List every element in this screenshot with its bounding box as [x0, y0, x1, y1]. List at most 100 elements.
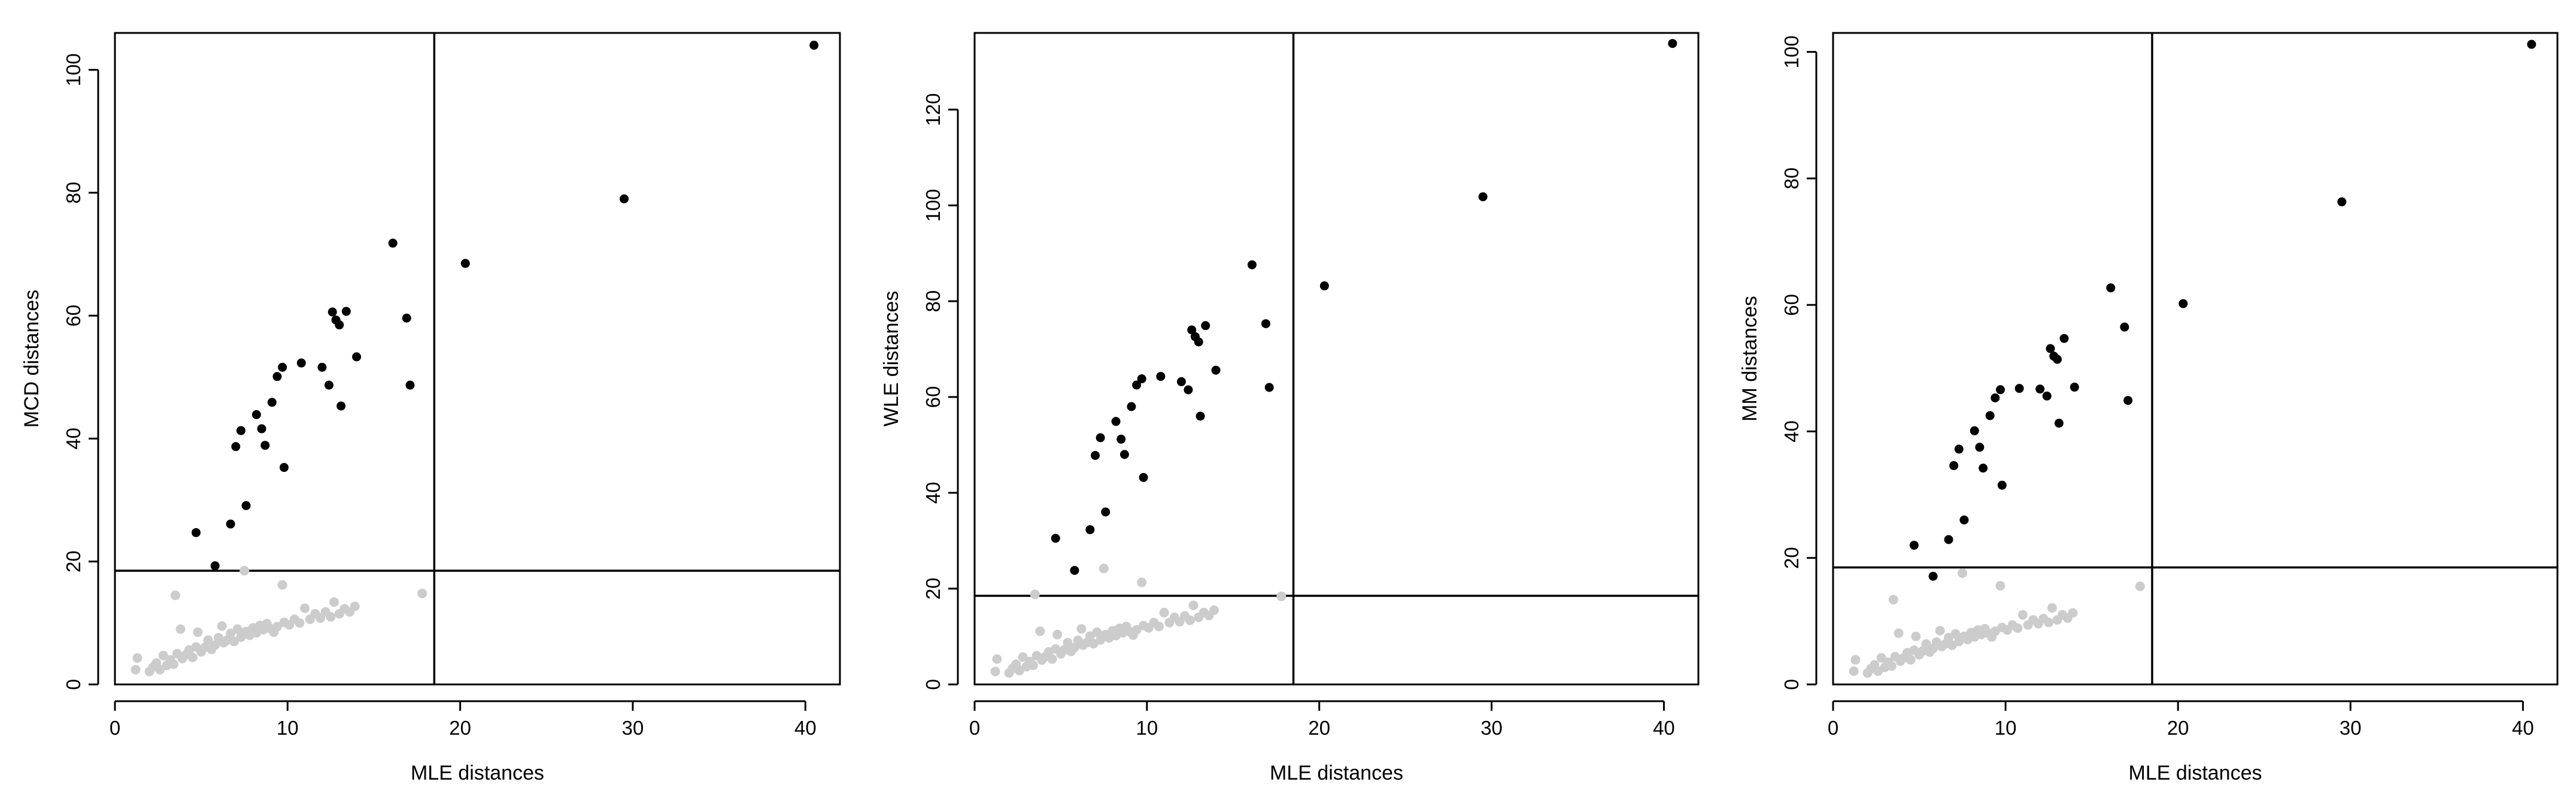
panel-mm-outliers-point — [2054, 419, 2064, 428]
panel-wle-regular-point — [1047, 654, 1057, 664]
panel-mcd-regular-point — [193, 627, 203, 637]
panel-mcd-outliers-point — [231, 442, 241, 451]
panel-mcd-regular-point — [158, 650, 168, 660]
panel-wle-x-axis-title: MLE distances — [1270, 762, 1403, 784]
panel-mm-y-tick-label: 20 — [1780, 547, 1803, 569]
panel-wle-outliers-point — [1139, 472, 1148, 482]
panel-mcd-y-tick-label: 100 — [62, 53, 84, 86]
panel-mm-y-tick-label: 80 — [1780, 168, 1803, 190]
panel-mcd-outliers-point — [620, 194, 629, 204]
panel-wle-y-tick-label: 0 — [922, 679, 944, 690]
panel-mcd-regular-point — [217, 621, 227, 631]
panel-mm-outliers-point — [1975, 443, 1985, 452]
panel-mm-outliers-point — [2035, 384, 2045, 394]
panel-mcd-regular-point — [232, 624, 242, 634]
panel-mcd-outliers-point — [388, 238, 398, 248]
panel-mcd-outliers-point — [236, 426, 245, 435]
panel-mcd-outliers-point — [267, 398, 277, 407]
panel-mm-outliers-point — [2059, 334, 2069, 343]
panel-mcd-y-tick-label: 80 — [62, 182, 84, 204]
panel-wle-outliers-point — [1156, 372, 1166, 381]
panel-mm-regular-points — [1849, 568, 2145, 678]
panel-wle-outliers-point — [1194, 337, 1203, 347]
panel-mm-outliers-point — [1995, 385, 2005, 395]
panel-mm-y-axis-title: MM distances — [1738, 296, 1761, 422]
panel-mm-outliers-point — [1949, 461, 1959, 471]
panel-mcd-outliers-point — [210, 561, 220, 571]
panel-wle-regular-point — [1030, 589, 1040, 599]
panel-wle: 0 10 20 30 40 0 20 40 60 80 100 120 MLE distances WLE… — [880, 32, 1700, 784]
panel-mcd-y-tick-label: 0 — [62, 679, 84, 690]
panel-mcd-outliers-point — [460, 259, 470, 268]
panel-mcd-regular-point — [350, 601, 360, 611]
panel-mm-regular-point — [1935, 626, 1945, 636]
panel-wle-regular-point — [1076, 624, 1087, 634]
panel-wle-regular-point — [1185, 615, 1195, 625]
panel-mcd-regular-point — [329, 597, 339, 607]
panel-mcd-outliers-point — [352, 352, 362, 362]
panel-mm-outliers-point — [2046, 344, 2055, 353]
panel-wle-y-tick-label: 80 — [922, 290, 944, 313]
panel-mm-plot-frame — [1832, 32, 2559, 686]
panel-wle-regular-point — [990, 666, 1000, 677]
panel-mcd-regular-point — [132, 653, 142, 663]
panel-mm-outliers-point — [2120, 322, 2129, 332]
panel-mm-y-tick-label: 100 — [1780, 35, 1803, 68]
panel-mcd-outliers-point — [257, 424, 266, 434]
panel-mcd-regular-point — [175, 624, 186, 634]
panel-wle-outliers-point — [1478, 192, 1488, 202]
panel-mcd-outliers-point — [327, 307, 337, 317]
panel-mcd-outliers-point — [336, 401, 346, 411]
panel-wle-y-tick-label: 120 — [922, 93, 944, 126]
panel-mcd-regular-point — [131, 665, 141, 675]
panel-wle-outliers-point — [1184, 385, 1193, 395]
panel-wle-regular-point — [1188, 601, 1199, 610]
panel-mm-regular-point — [2047, 603, 2057, 613]
panel-mm-x-tick-label: 30 — [2340, 717, 2362, 739]
panel-wle-outliers-point — [1091, 451, 1100, 460]
panel-mm-outliers-point — [2178, 299, 2188, 308]
panel-mcd-outliers-point — [226, 519, 235, 529]
panel-wle-outliers-point — [1264, 383, 1274, 392]
panel-mm-outliers-point — [1909, 541, 1919, 550]
panel-mm-regular-point — [1849, 666, 1859, 676]
panel-mcd-regular-point — [417, 589, 427, 599]
panel-mcd-regular-point — [229, 637, 239, 647]
panel-wle-outliers-point — [1247, 260, 1257, 269]
panel-wle-outliers-point — [1101, 507, 1110, 517]
panel-mcd-y-tick-label: 40 — [62, 428, 84, 450]
panel-mm-regular-point — [1894, 628, 1904, 638]
panel-mm-regular-point — [2013, 623, 2023, 633]
panel-wle-regular-point — [1159, 608, 1169, 617]
panel-wle-regular-point — [1052, 629, 1063, 640]
panel-mm-outliers-point — [2337, 197, 2347, 207]
panel-mcd-x-tick-label: 40 — [794, 717, 817, 739]
panel-mm-regular-point — [1886, 661, 1897, 671]
panel-mcd-x-tick-label: 10 — [277, 717, 299, 739]
panel-wle-regular-points — [990, 563, 1287, 678]
panel-mm-outliers-point — [2014, 384, 2024, 393]
panel-mm-outliers-point — [2123, 396, 2133, 405]
panel-mm-outliers-point — [1991, 393, 2000, 402]
panel-wle-regular-point — [1035, 626, 1045, 637]
panel-mm-x-tick-label: 10 — [1995, 717, 2017, 739]
panel-wle-y-tick-label: 100 — [922, 189, 944, 222]
panel-wle-regular-point — [1028, 660, 1038, 670]
panel-mm-regular-point — [1958, 568, 1968, 578]
panel-wle-x-tick-label: 40 — [1653, 717, 1675, 739]
panel-wle-outliers-point — [1127, 402, 1136, 411]
panel-mcd-outliers-point — [251, 410, 261, 419]
panel-mcd-regular-point — [295, 618, 305, 628]
panel-wle-outliers-point — [1187, 325, 1197, 335]
panel-mm-outliers-point — [1970, 426, 1979, 435]
panel-wle-outliers-point — [1668, 39, 1677, 49]
panel-mm-regular-point — [1906, 654, 1916, 665]
panel-wle-regular-point — [1018, 652, 1028, 662]
panel-mcd-regular-point — [210, 640, 220, 650]
panel-wle-outliers-point — [1096, 433, 1105, 443]
panel-mcd-plot-frame — [114, 32, 841, 686]
panel-mm-outliers-points — [1909, 40, 2536, 581]
panel-wle-outliers-point — [1211, 365, 1221, 375]
panel-wle-regular-point — [1099, 563, 1109, 574]
